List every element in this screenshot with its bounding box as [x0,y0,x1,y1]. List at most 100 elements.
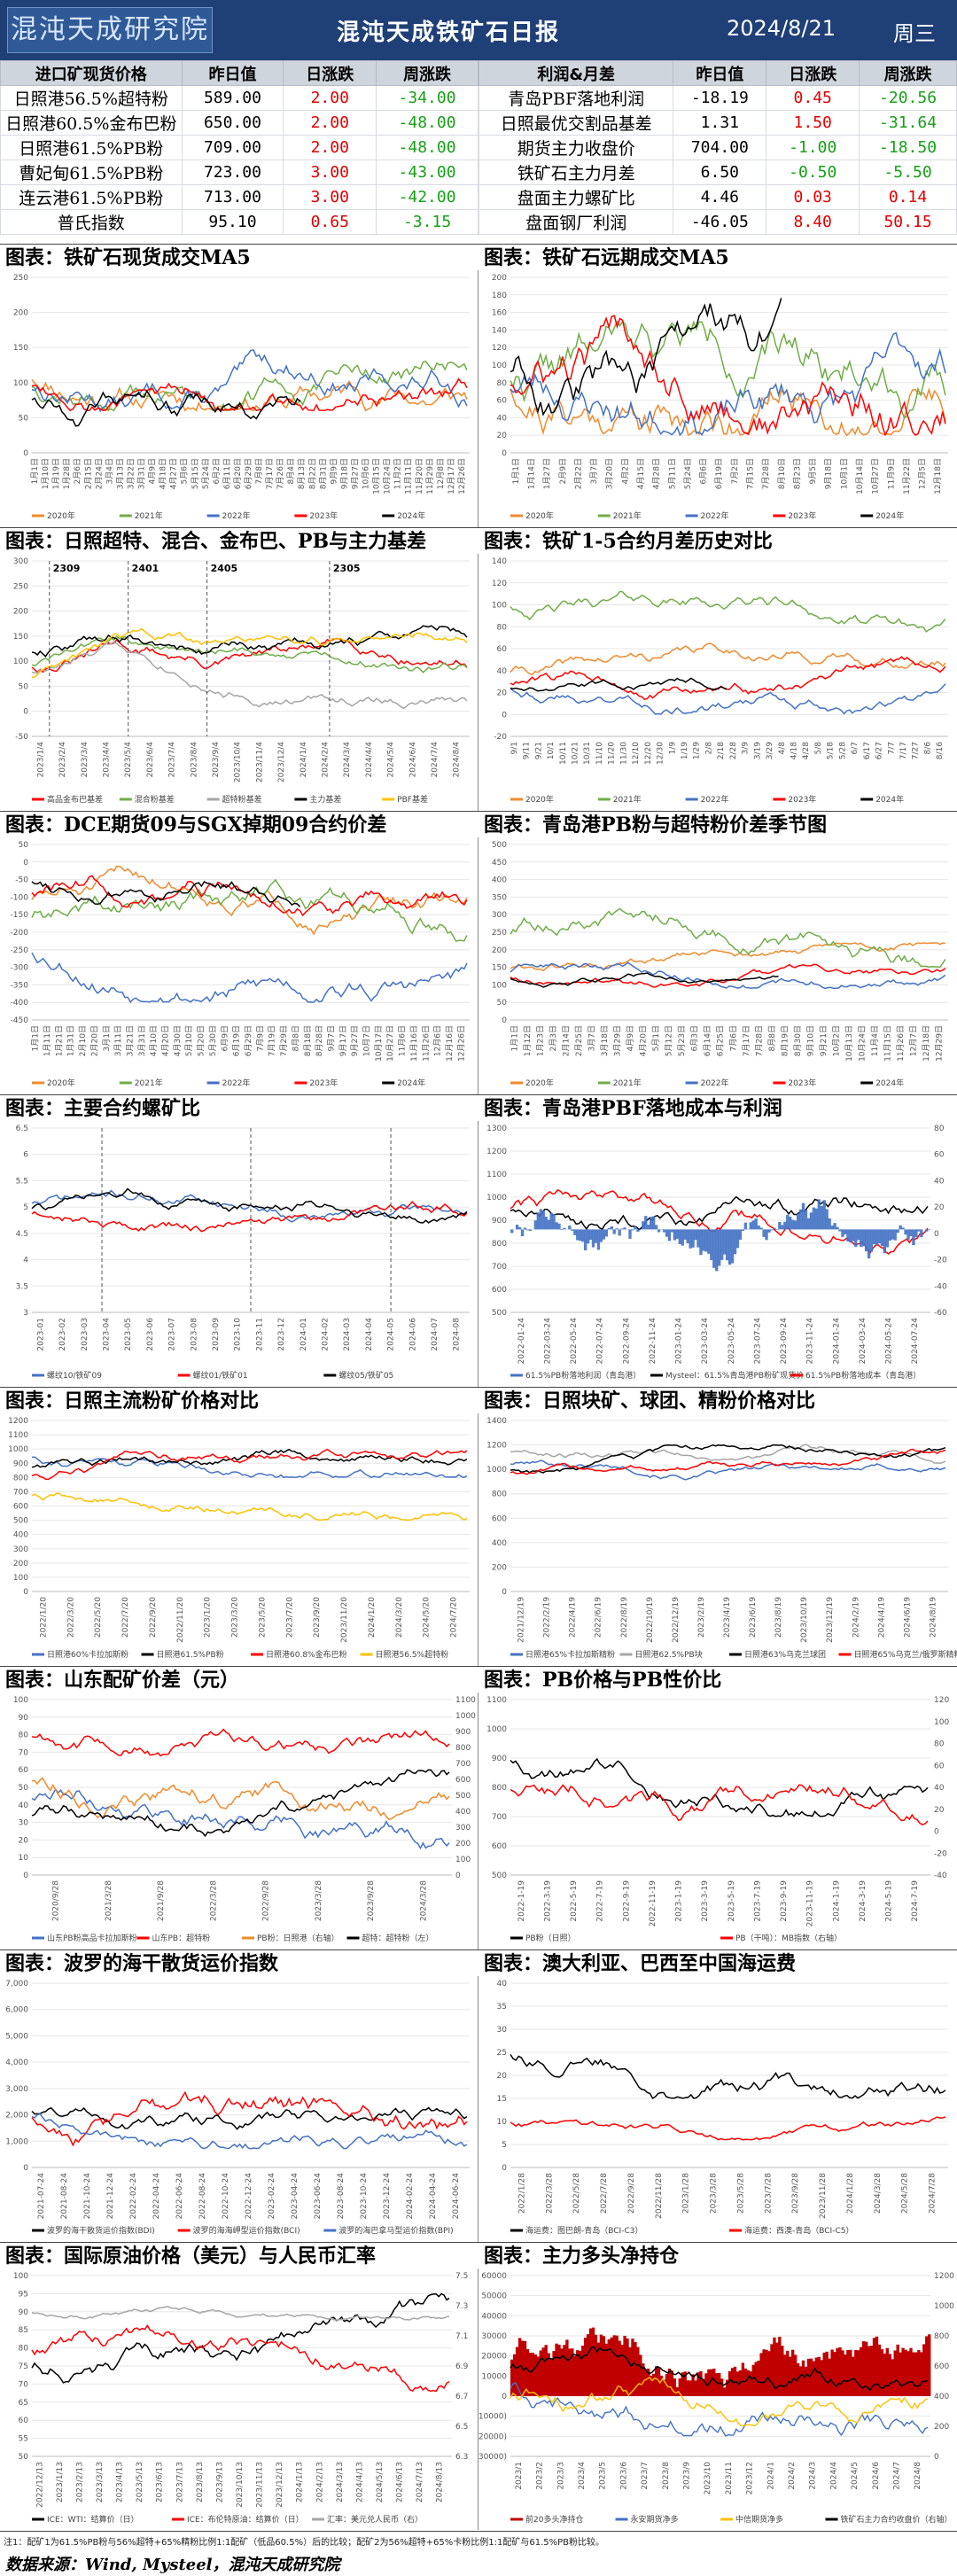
net-long-bar [743,2368,748,2396]
profit-bar [560,1229,564,1231]
x-tick-label: 2021/9/28 [157,1880,166,1921]
x-tick-label: 10月15日 [372,458,382,494]
x-tick-label: 2月22日 [573,458,583,489]
spot-price-table: 进口矿现货价格 昨日值 日涨跌 周涨跌 日照港56.5%超特粉 589.00 2.0… [0,60,478,235]
row-value: 589.00 [181,85,284,111]
x-tick-label: 2021-12-24 [106,2173,115,2220]
profit-bar [670,1229,674,1233]
y2-tick-label: 20 [934,1806,945,1815]
legend-label: 超特：超特粉（左） [362,1933,434,1943]
row-value: 1.31 [673,110,767,136]
y2-tick-label: 200 [934,2423,949,2432]
series-line [510,1444,946,1474]
y2-tick-label: 6.9 [455,2362,469,2371]
x-tick-label: 11月2日 [393,458,403,489]
y-tick-label: 1,000 [5,2137,28,2146]
chart-title: 图表：日照超特、混合、金布巴、PB与主力基差 [0,527,478,554]
x-tick-label: 11月15日 [883,1025,893,1062]
chart-svg: 3 3.5 4 4.5 5 5.5 6 6.5 2023-01 2023-02 2023-03 202… [16,1125,470,1381]
x-tick-label: 12月7日 [909,1025,919,1056]
x-tick-label: 2024-01-24 [832,1318,841,1365]
net-long-bar [667,2368,672,2396]
series-line [510,1188,929,1255]
row-day-change: 2.00 [283,135,377,160]
net-long-bar [547,2353,550,2396]
legend-label: 日照港62.5%PB块 [635,1649,703,1660]
y-tick-label: -300 [11,964,29,973]
series-line [510,907,946,969]
profit-bar [751,1220,755,1230]
net-long-bar [806,2358,811,2396]
x-tick-label: 1月23日 [535,1025,545,1056]
net-long-bar [901,2347,905,2396]
profit-spread-table: 利润&月差 昨日值 日涨跌 周涨跌 青岛PBF落地利润 -18.19 0.45 -20… [478,60,957,235]
x-tick-label: 4月28日 [652,458,662,489]
x-tick-label: 2022/12/19 [672,1597,681,1643]
x-tick-label: 2022-08-24 [198,2173,207,2220]
x-tick-label: 7月15日 [745,458,755,489]
profit-bar [749,1222,752,1230]
x-tick-label: 2023/10/4 [234,742,243,782]
y-tick-label: 500 [492,1309,507,1318]
table-row: 曹妃甸61.5%PB粉 723.00 3.00 -43.00 [0,160,478,185]
x-tick-label: 2024/4/13 [355,2462,364,2502]
net-long-bar [762,2349,766,2396]
net-long-bar [623,2335,626,2396]
x-tick-label: 4/8 [778,742,787,755]
series-line [510,315,946,437]
net-long-bar [751,2364,755,2396]
y-tick-label: 100 [492,602,507,611]
profit-bar [925,1229,929,1232]
profit-bar [517,1226,522,1230]
profit-bar [757,1225,760,1230]
legend-label: ICE：布伦特原油：结算价（日） [187,2514,304,2525]
profit-bar [857,1229,860,1241]
y-tick-label: 50 [19,841,29,850]
x-tick-label: 2022/9/20 [149,1597,158,1638]
y-tick-label: 140 [492,326,507,335]
net-long-bar [914,2352,918,2396]
net-long-bar [607,2339,611,2396]
x-tick-label: 2024/5 [851,2462,860,2490]
y-tick-label: 20 [497,689,508,698]
net-long-bar [904,2349,907,2396]
row-value: 650.00 [181,110,284,136]
y-tick-label: -400 [11,999,29,1008]
x-tick-label: 9/1 [510,742,519,754]
x-tick-label: 2022/3/20 [66,1597,75,1638]
chart-title: 图表：青岛港PB粉与超特粉价差季节图 [478,811,957,837]
footnote: 注1：配矿1为61.5%PB粉与56%超特+65%精粉比例1:1配矿（低品60.… [4,2538,605,2548]
y-tick-label: -50 [15,733,28,742]
profit-bar [883,1229,887,1254]
net-long-bar [909,2347,913,2396]
x-tick-label: 2023/3 [556,2462,565,2490]
x-tick-label: 7/17 [899,742,908,759]
x-tick-label: 6/27 [875,742,884,759]
x-tick-label: 2024/7 [892,2462,901,2490]
legend-label: 2023年 [309,1078,338,1088]
profit-bar [759,1227,763,1230]
row-name: 青岛PBF落地利润 [478,85,674,111]
y-tick-label: 95 [19,2290,28,2299]
y-tick-label: 0 [23,859,28,868]
x-tick-label: 7/27 [912,742,921,759]
x-tick-label: 2022-5-19 [570,1880,579,1922]
x-tick-label: 5月15日 [191,458,200,489]
net-long-bar [861,2341,866,2396]
profit-bar [696,1229,700,1248]
x-tick-label: 2022/8/19 [620,1597,629,1638]
y-tick-label: 1000 [486,1466,507,1475]
y-tick-label: 15 [497,2095,507,2104]
series-line [510,2116,946,2141]
y2-tick-label: 80 [934,1125,945,1133]
x-tick-label: 8月22日 [307,458,317,489]
profit-bar [533,1220,538,1230]
y-tick-label: 20 [497,432,508,440]
x-tick-label: 2023/1/28 [682,2173,691,2214]
chart-title: 图表：青岛港PBF落地成本与利润 [478,1094,957,1121]
x-tick-label: 2023-9-19 [780,1880,789,1922]
net-long-bar [644,2369,648,2396]
net-long-bar [654,2366,658,2396]
legend-label: 山东PB：超特粉 [152,1933,211,1943]
profit-bar [525,1229,530,1231]
